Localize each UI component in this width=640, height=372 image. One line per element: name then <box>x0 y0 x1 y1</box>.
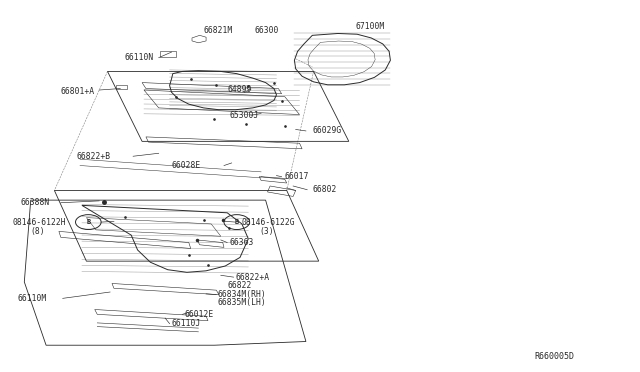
Text: 65300J: 65300J <box>229 111 259 120</box>
Text: 08146-6122H: 08146-6122H <box>13 218 67 227</box>
Text: 66300: 66300 <box>255 26 279 35</box>
Text: B: B <box>86 219 90 225</box>
Text: 66821M: 66821M <box>204 26 233 35</box>
Text: 66822+A: 66822+A <box>236 273 269 282</box>
Text: 66363: 66363 <box>229 238 253 247</box>
Text: 66822+B: 66822+B <box>77 152 111 161</box>
Text: R660005D: R660005D <box>534 352 575 361</box>
Text: 66110M: 66110M <box>18 294 47 303</box>
Text: 66110J: 66110J <box>172 319 201 328</box>
Text: 66822: 66822 <box>227 281 252 290</box>
Text: (8): (8) <box>31 227 45 236</box>
Text: 66802: 66802 <box>312 185 337 194</box>
Text: 66029G: 66029G <box>312 126 342 135</box>
Text: 66017: 66017 <box>285 172 309 181</box>
Text: 66012E: 66012E <box>184 310 214 319</box>
Text: 66835M(LH): 66835M(LH) <box>218 298 266 307</box>
Text: 67100M: 67100M <box>355 22 385 31</box>
Text: 66834M(RH): 66834M(RH) <box>218 290 266 299</box>
Text: 66801+A: 66801+A <box>61 87 95 96</box>
Text: B: B <box>235 219 239 225</box>
Text: 08146-6122G: 08146-6122G <box>242 218 296 227</box>
Text: 66110N: 66110N <box>125 53 154 62</box>
Text: (3): (3) <box>260 227 275 236</box>
Text: 66388N: 66388N <box>20 198 50 207</box>
Bar <box>160 51 176 57</box>
Text: 66028E: 66028E <box>172 161 201 170</box>
Text: 64899: 64899 <box>227 85 252 94</box>
Bar <box>116 85 127 89</box>
